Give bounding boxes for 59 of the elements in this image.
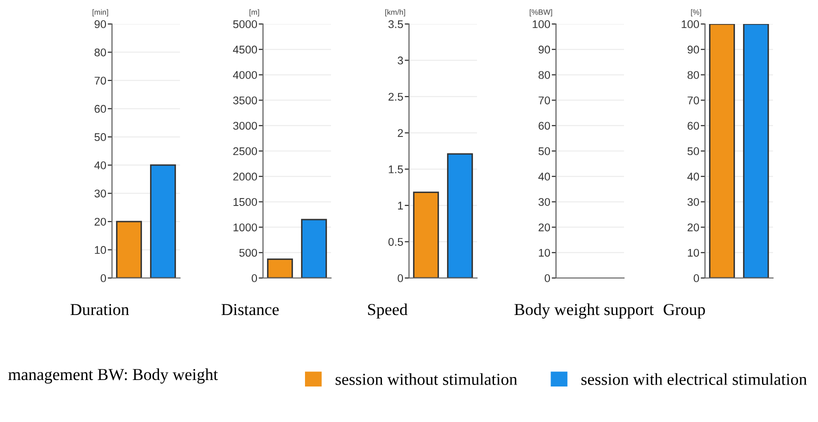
x-axis-title: Speed bbox=[368, 303, 408, 319]
y-tick-label: 0 bbox=[398, 274, 404, 282]
y-tick-label: 5000 bbox=[233, 20, 258, 28]
y-tick-label: 70 bbox=[688, 96, 700, 104]
y-tick-label: 4500 bbox=[232, 46, 258, 54]
y-tick-label: 50 bbox=[94, 133, 106, 142]
x-axis-title: Distance bbox=[221, 304, 279, 316]
legend-label: session without stimulation bbox=[336, 373, 518, 385]
y-tick-label: 80 bbox=[94, 48, 106, 56]
x-axis-title: Duration bbox=[70, 304, 129, 316]
y-tick-label: 10 bbox=[538, 248, 550, 257]
y-tick-label: 2000 bbox=[233, 172, 258, 181]
y-tick-label: 100 bbox=[532, 20, 550, 28]
y-tick-label: 1500 bbox=[234, 198, 258, 206]
y-tick-label: 1.5 bbox=[388, 166, 403, 174]
y-tick-label: 10 bbox=[688, 248, 700, 257]
y-tick-label: 80 bbox=[688, 71, 700, 79]
y-tick-label: 70 bbox=[94, 76, 106, 85]
y-tick-label: 0 bbox=[252, 274, 258, 282]
y-tick-label: 20 bbox=[688, 223, 700, 232]
y-tick-label: 50 bbox=[538, 147, 550, 156]
y-tick-label: 70 bbox=[538, 96, 550, 104]
y-tick-label: 60 bbox=[94, 104, 106, 113]
y-tick-label: 40 bbox=[687, 172, 700, 181]
y-tick-label: 500 bbox=[239, 248, 258, 257]
y-tick-label: 90 bbox=[688, 46, 700, 54]
y-tick-label: 2500 bbox=[233, 147, 258, 156]
y-tick-label: 40 bbox=[94, 161, 106, 170]
y-tick-label: 2 bbox=[398, 129, 403, 137]
y-tick-label: 3.5 bbox=[388, 20, 403, 28]
y-tick-label: 4000 bbox=[232, 71, 258, 79]
y-tick-label: 3000 bbox=[233, 122, 258, 130]
y-tick-label: 30 bbox=[688, 198, 700, 206]
y-tick-label: 40 bbox=[538, 172, 550, 181]
y-tick-label: 1000 bbox=[234, 223, 258, 232]
x-axis-title: Body weight support bbox=[514, 303, 654, 319]
y-tick-label: 20 bbox=[538, 223, 550, 232]
y-tick-label: 0 bbox=[694, 274, 700, 282]
y-tick-label: 1 bbox=[398, 202, 403, 210]
y-tick-label: 30 bbox=[538, 198, 550, 206]
y-tick-label: 0 bbox=[100, 274, 106, 282]
x-axis-title: Group bbox=[664, 304, 705, 319]
y-tick-label: 10 bbox=[94, 246, 106, 254]
y-tick-label: 80 bbox=[538, 71, 550, 79]
y-tick-label: 30 bbox=[94, 190, 106, 198]
y-tick-label: 3500 bbox=[233, 96, 258, 104]
y-tick-label: 2.5 bbox=[388, 92, 403, 101]
y-tick-label: 90 bbox=[94, 20, 106, 28]
y-tick-label: 3 bbox=[398, 56, 403, 64]
text: management BW: Body weight bbox=[8, 368, 218, 384]
y-tick-label: 0 bbox=[544, 274, 550, 282]
y-tick-label: 60 bbox=[538, 122, 550, 130]
y-tick-label: 60 bbox=[688, 122, 700, 130]
y-tick-label: 90 bbox=[538, 46, 550, 54]
legend-label: session with electrical stimulation bbox=[581, 373, 807, 385]
y-tick-label: 50 bbox=[688, 147, 700, 156]
y-tick-label: 20 bbox=[94, 218, 106, 226]
y-tick-label: 100 bbox=[682, 20, 700, 28]
y-tick-label: 0.5 bbox=[388, 238, 403, 246]
